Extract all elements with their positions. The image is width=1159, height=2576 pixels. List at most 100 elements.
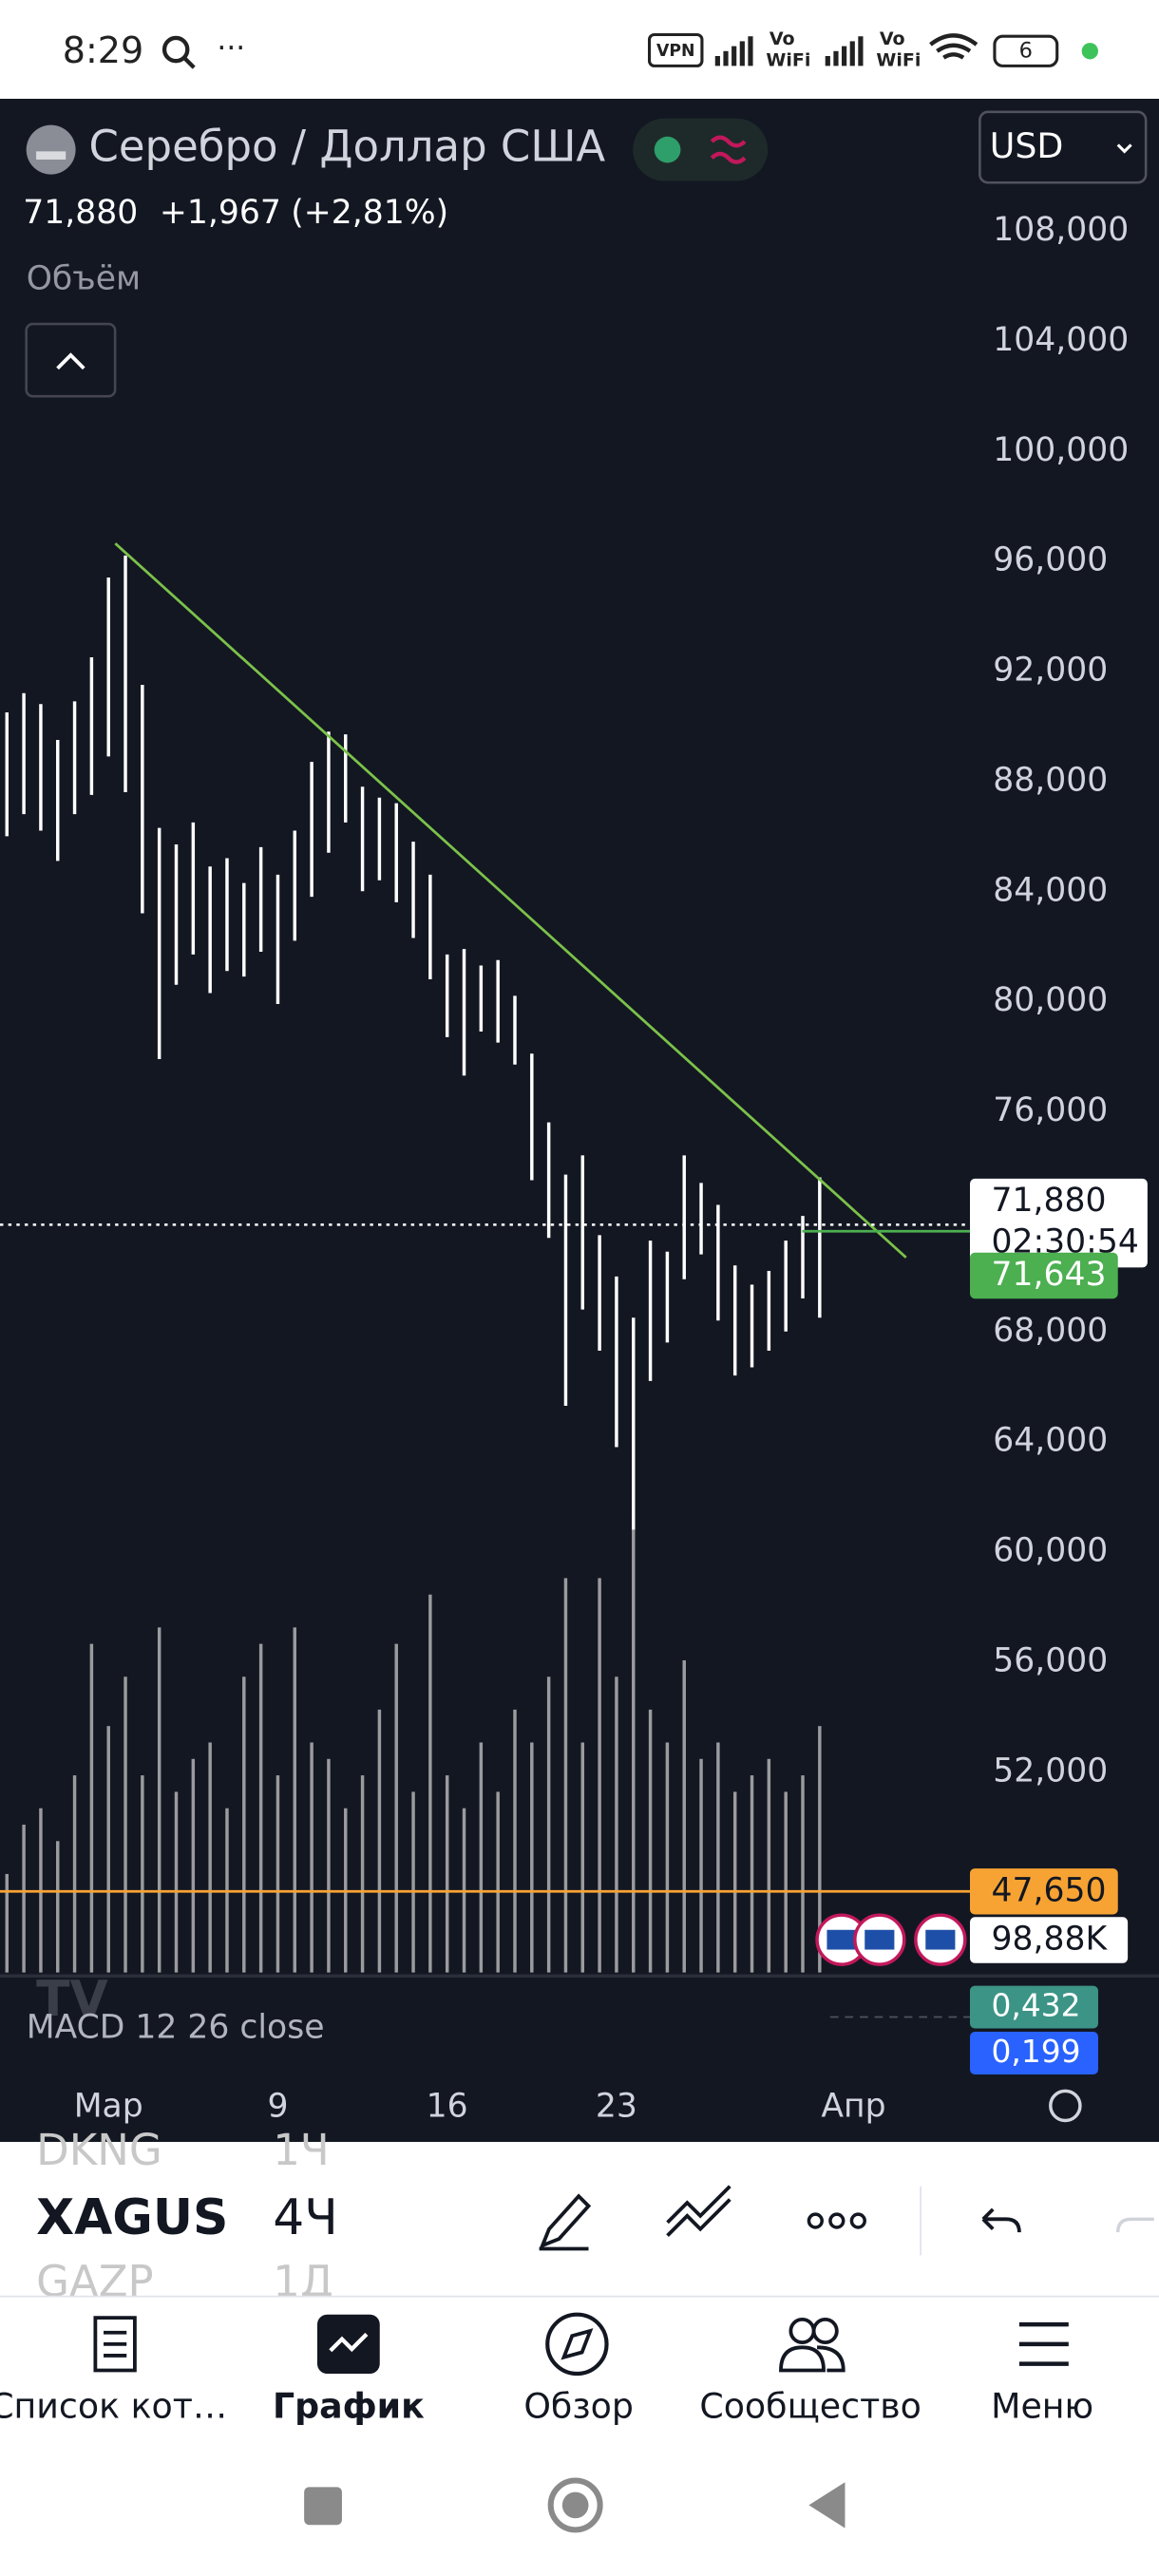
community-icon[interactable]	[779, 2317, 846, 2373]
volume-bar	[665, 1742, 670, 1973]
chart-icon	[329, 2332, 369, 2353]
home-button	[561, 2491, 589, 2519]
home-button[interactable]	[547, 2477, 603, 2533]
price-label: 71,880	[991, 1182, 1106, 1220]
volume-bar	[546, 1676, 551, 1973]
volume-bar	[784, 1791, 788, 1973]
signal	[714, 36, 753, 66]
volume-label-box	[969, 1917, 1129, 1963]
tv-logo: TV	[36, 1971, 108, 2028]
volume-bar	[598, 1578, 601, 1973]
volume-bar	[563, 1578, 568, 1973]
volume-bar	[293, 1627, 297, 1973]
status-bar	[0, 0, 1159, 99]
watchlist-icon[interactable]	[93, 2316, 137, 2373]
delay-icon[interactable]	[710, 135, 747, 164]
volume-bar	[615, 1676, 618, 1973]
interval[interactable]: 1Ч	[273, 2125, 329, 2175]
price-change: +1,967	[160, 194, 281, 232]
x-tick-label: 23	[596, 2088, 637, 2126]
price-change-pct: (+2,81%)	[291, 194, 448, 232]
y-tick-label: 84,000	[993, 871, 1108, 909]
volume-bar	[22, 1825, 26, 1973]
currency[interactable]: USD	[990, 125, 1064, 166]
x-tick-label: Мар	[74, 2088, 143, 2126]
price-label-box	[969, 1868, 1118, 1915]
status-pill	[633, 118, 769, 181]
menu-icon[interactable]	[1018, 2321, 1069, 2366]
plot-area	[5, 555, 822, 1973]
volume-bar	[242, 1676, 246, 1973]
recents-button[interactable]	[304, 2487, 342, 2526]
x-tick-label: Апр	[821, 2088, 885, 2126]
volume-bar	[732, 1791, 737, 1973]
y-tick-label: 88,000	[993, 761, 1108, 799]
nav-label[interactable]: График	[273, 2385, 425, 2426]
vo-text: Vo	[880, 28, 905, 49]
symbol[interactable]: XAGUS	[36, 2189, 228, 2246]
undo[interactable]	[981, 2207, 1021, 2233]
volume-bar	[818, 1726, 822, 1973]
volume-bar	[360, 1775, 365, 1973]
status-time: 8:29	[63, 29, 143, 71]
y-tick-label: 96,000	[993, 541, 1108, 579]
volume-bar	[141, 1775, 144, 1973]
volume-bar	[632, 1512, 636, 1973]
volume-bar	[648, 1709, 653, 1973]
explore-icon[interactable]	[545, 2312, 609, 2377]
volume-legend: Объём	[27, 259, 141, 297]
collapse-button[interactable]	[25, 322, 117, 398]
volume-bar	[530, 1742, 534, 1973]
x-tick-label: 9	[267, 2088, 288, 2126]
event-flag	[925, 1929, 956, 1950]
search-icon	[162, 35, 190, 64]
indicator-label-box	[969, 2032, 1098, 2075]
redo[interactable]	[1116, 2217, 1154, 2233]
volume-bar	[157, 1627, 162, 1973]
volume-bar	[716, 1742, 720, 1973]
indicator-label-box	[969, 1985, 1098, 2029]
volume-bar	[394, 1643, 398, 1973]
settings-icon[interactable]	[1049, 2089, 1082, 2123]
battery-level: 6	[1019, 38, 1033, 63]
nav-label[interactable]: Список кот…	[0, 2385, 227, 2426]
volume-bar	[699, 1758, 703, 1973]
draw-tool[interactable]	[539, 2193, 592, 2251]
symbol[interactable]: DKNG	[36, 2125, 162, 2175]
market-open-dot	[654, 136, 681, 163]
volume-bar	[327, 1758, 331, 1973]
trend-tool[interactable]	[666, 2185, 732, 2237]
symbol-title: Серебро / Доллар США	[88, 122, 605, 172]
wifi-text: WiFi	[876, 50, 921, 71]
volume-label: 98,88K	[991, 1921, 1108, 1959]
volume-bar	[767, 1758, 771, 1973]
event-flag	[864, 1929, 895, 1950]
dropdown-arrow	[1116, 143, 1132, 154]
wifi-text: WiFi	[766, 50, 810, 71]
symbol-icon	[26, 124, 76, 175]
price-label-box	[969, 1252, 1118, 1299]
currency-select[interactable]	[978, 110, 1148, 184]
signal	[825, 36, 864, 66]
vpn-box	[647, 32, 704, 67]
nav-label[interactable]: Обзор	[523, 2385, 634, 2426]
interval[interactable]: 4Ч	[273, 2189, 338, 2246]
nav-label[interactable]: Меню	[991, 2385, 1093, 2426]
status-dot	[1081, 43, 1098, 60]
price-label: 47,650	[991, 1871, 1106, 1909]
symbol-icon	[36, 151, 66, 161]
volume-bar	[445, 1775, 449, 1973]
wifi-icon	[929, 33, 978, 60]
more-tools[interactable]	[807, 2212, 866, 2229]
nav-label[interactable]: Сообщество	[699, 2385, 922, 2426]
volume-bar	[56, 1841, 60, 1973]
indicator-label: 0,432	[991, 1987, 1080, 2024]
y-tick-label: 52,000	[993, 1752, 1108, 1790]
back-button[interactable]	[808, 2482, 846, 2529]
y-tick-label: 76,000	[993, 1091, 1108, 1129]
volume-bar	[750, 1775, 754, 1973]
price-label-box	[969, 1178, 1148, 1268]
volume-bar	[89, 1643, 94, 1973]
bottom-nav	[0, 2296, 1159, 2458]
